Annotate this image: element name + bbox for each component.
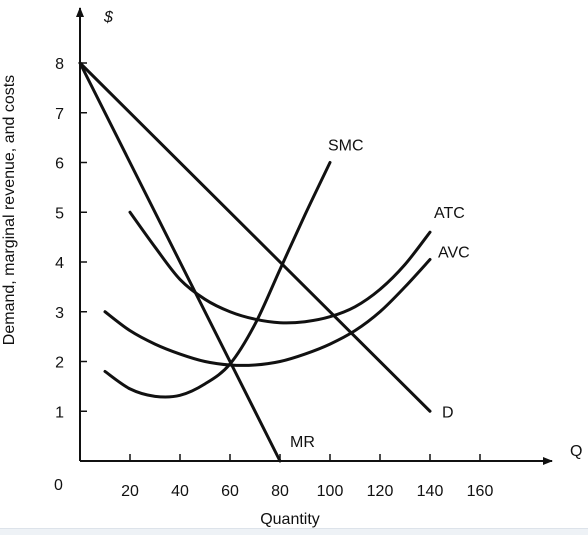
series-label-mr: MR (290, 434, 315, 451)
x-ticks: 20 40 60 80 100 120 140 160 (121, 454, 493, 500)
series-label-d: D (442, 404, 454, 421)
x-tick-label: 60 (221, 483, 239, 500)
series-line-atc (128, 210, 432, 325)
series-line-avc (103, 258, 432, 367)
y-tick-label: 4 (55, 255, 64, 272)
x-tick-label: 80 (271, 483, 289, 500)
y-axis-title: Demand, marginal revenue, and costs (1, 75, 18, 345)
x-tick-label: 120 (367, 483, 394, 500)
x-axis-symbol: Q (570, 443, 582, 460)
y-tick-label: 5 (55, 205, 64, 222)
y-axis-symbol: $ (103, 9, 114, 26)
series-label-atc: ATC (434, 205, 465, 222)
x-tick-label: 40 (171, 483, 189, 500)
series-label-smc: SMC (328, 138, 364, 155)
y-tick-label: 7 (55, 106, 64, 123)
y-ticks: 1 2 3 4 5 6 7 8 (55, 56, 87, 421)
series-label-avc: AVC (438, 245, 470, 262)
x-tick-label: 100 (317, 483, 344, 500)
x-tick-label: 20 (121, 483, 139, 500)
x-axis-title: Quantity (260, 511, 320, 528)
series-line-d (78, 61, 432, 413)
y-tick-label: 2 (55, 355, 64, 372)
y-tick-label: 8 (55, 56, 64, 73)
series-group (78, 61, 432, 463)
series-line-smc (103, 161, 332, 399)
origin-label: 0 (54, 477, 63, 494)
series-line-mr (78, 61, 282, 463)
x-tick-label: 140 (417, 483, 444, 500)
y-tick-label: 3 (55, 305, 64, 322)
y-tick-label: 1 (55, 404, 64, 421)
y-tick-label: 6 (55, 156, 64, 173)
series-labels: D MR SMC ATC AVC (290, 138, 470, 452)
x-tick-label: 160 (467, 483, 494, 500)
